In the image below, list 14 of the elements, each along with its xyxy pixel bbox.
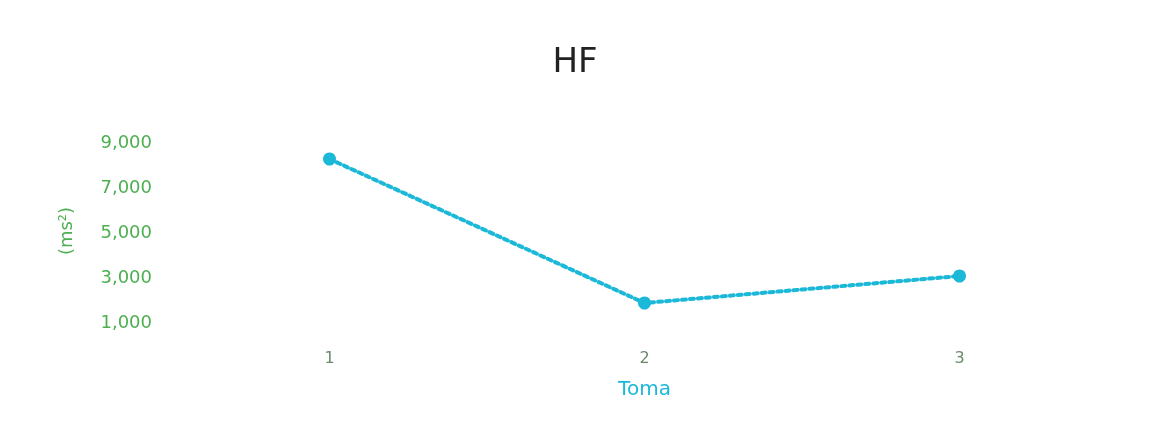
point xyxy=(953,269,966,283)
x-tick-label: 1 xyxy=(324,347,335,367)
y-tick-label: 3,000 xyxy=(100,265,152,287)
y-axis-title: (ms²) xyxy=(54,206,76,256)
y-tick-label: 7,000 xyxy=(100,175,152,197)
y-tick-label: 1,000 xyxy=(100,310,152,332)
point xyxy=(638,296,651,310)
x-axis-title: Toma xyxy=(617,376,671,400)
chart-title: HF xyxy=(552,40,598,80)
y-tick-label: 5,000 xyxy=(100,220,152,242)
y-tick-label: 9,000 xyxy=(100,130,152,152)
point xyxy=(323,152,336,166)
x-tick-label: 3 xyxy=(954,347,965,367)
x-tick-label: 2 xyxy=(639,347,650,367)
